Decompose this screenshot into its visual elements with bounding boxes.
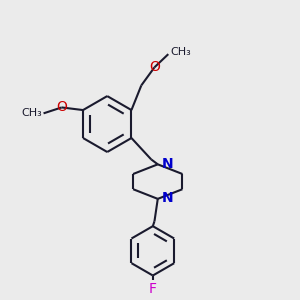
Text: O: O bbox=[149, 60, 160, 74]
Text: O: O bbox=[56, 100, 67, 114]
Text: CH₃: CH₃ bbox=[170, 46, 191, 56]
Text: N: N bbox=[162, 191, 173, 205]
Text: N: N bbox=[162, 157, 173, 171]
Text: CH₃: CH₃ bbox=[21, 108, 42, 118]
Text: F: F bbox=[149, 282, 157, 296]
